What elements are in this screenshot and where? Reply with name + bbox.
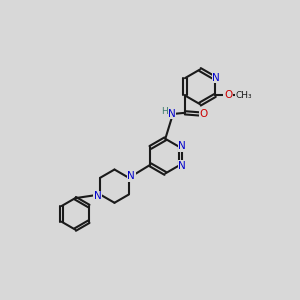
Text: H: H [161,107,168,116]
Text: N: N [178,161,186,171]
Text: N: N [94,191,102,201]
Text: O: O [199,109,208,119]
Text: N: N [168,109,176,118]
Text: N: N [212,73,220,83]
Text: CH₃: CH₃ [236,91,252,100]
Text: N: N [127,171,135,181]
Text: O: O [224,91,232,100]
Text: N: N [178,141,186,151]
